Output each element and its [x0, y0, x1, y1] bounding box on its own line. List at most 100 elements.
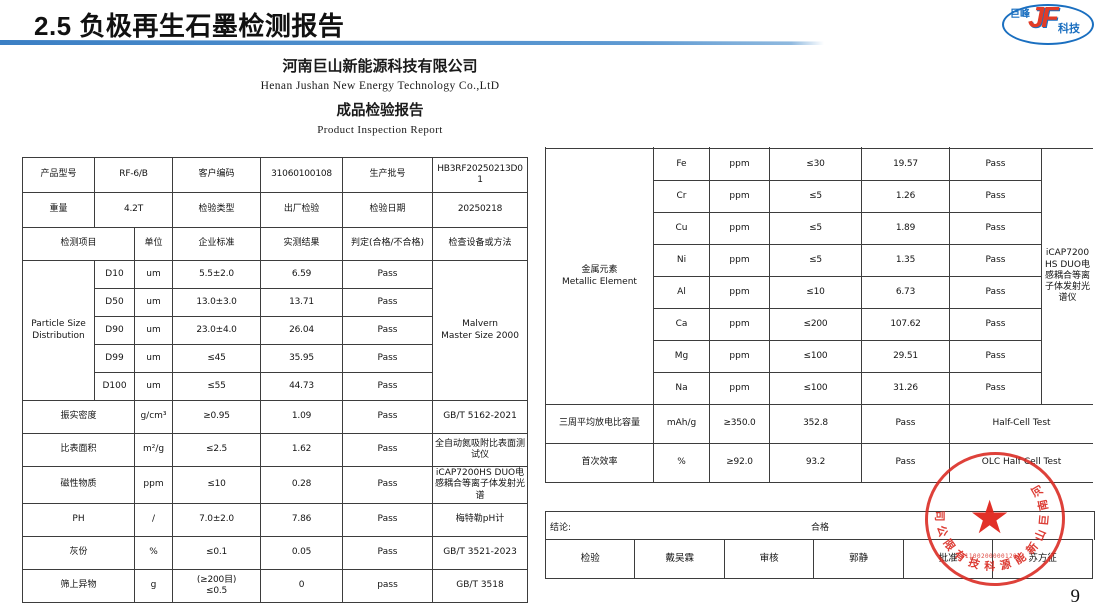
measure-result: 1.09	[260, 400, 344, 434]
logo-text-left: 巨峰	[1010, 9, 1030, 20]
inspection-table-right-viewport: ≤0.0金属元素Metallic ElementFeppm≤3019.57Pas…	[545, 147, 1093, 587]
measure-row: 灰份% ≤0.1 0.05 Pass GB/T 3521-2023	[22, 535, 529, 570]
psd-result: 26.04	[260, 316, 344, 345]
measure-judge: Pass	[342, 535, 434, 570]
metal-unit: ppm	[709, 276, 770, 309]
col-header-unit: 单位	[133, 227, 174, 261]
signature-table: 检验 戴吴霖 审核 郭静 批准 苏方征	[544, 539, 1093, 579]
perf-result: 93.2	[769, 443, 862, 483]
measure-unit: g	[133, 568, 174, 603]
measure-standard: ≤0.1	[172, 535, 262, 570]
psd-standard: 13.0±3.0	[172, 288, 262, 317]
sign-person-name: 苏方征	[992, 539, 1093, 579]
info-value: HB3RF20250213D01	[432, 157, 529, 193]
metal-judge: Pass	[949, 308, 1042, 341]
measure-judge: Pass	[342, 433, 434, 467]
measure-item: PH	[22, 502, 135, 537]
info-key: 客户编码	[172, 157, 262, 193]
psd-item-name: D90	[94, 316, 135, 345]
page-number: 9	[1070, 586, 1081, 607]
info-value: 31060100108	[260, 157, 344, 193]
measure-device: 全自动氮吸附比表面测试仪	[432, 433, 529, 467]
measure-standard: 7.0±2.0	[172, 502, 262, 537]
measure-judge: pass	[342, 568, 434, 603]
col-header-result: 实测结果	[260, 227, 344, 261]
psd-unit: um	[133, 372, 174, 401]
measure-unit: /	[133, 502, 174, 537]
measure-judge: Pass	[342, 400, 434, 434]
performance-row: 首次效率% ≥92.0 93.2 Pass OLC Half Cell Test	[545, 443, 1093, 483]
metal-unit: ppm	[709, 244, 770, 277]
metal-standard: ≤30	[769, 148, 862, 181]
measure-unit: %	[133, 535, 174, 570]
info-row: 重量 4.2T 检验类型 出厂检验 检验日期 20250218	[22, 192, 529, 228]
metal-row: Mg ppm ≤100 29.51 Pass	[546, 340, 1094, 373]
conclusion-label: 结论:	[550, 522, 572, 533]
psd-judge: Pass	[342, 288, 434, 317]
metal-standard: ≤100	[769, 372, 862, 405]
report-title-cn: 成品检验报告	[336, 102, 424, 119]
title-divider	[0, 40, 824, 45]
psd-row: D100 um ≤55 44.73 Pass	[23, 372, 528, 401]
metal-result: 31.26	[861, 372, 950, 405]
psd-standard: ≤45	[172, 344, 262, 373]
info-key: 生产批号	[342, 157, 434, 193]
report-title-en: Product Inspection Report	[317, 124, 443, 137]
measure-standard: (≥200目) ≤0.5	[172, 568, 262, 603]
logo-initials: JF	[1028, 2, 1059, 34]
perf-unit: mAh/g	[653, 404, 710, 444]
info-key: 检验日期	[342, 192, 434, 228]
info-key: 检验类型	[172, 192, 262, 228]
metal-element: Na	[653, 372, 710, 405]
metal-unit: ppm	[709, 180, 770, 213]
info-row: 产品型号 RF-6/B 客户编码 31060100108 生产批号 HB3RF202502…	[22, 157, 529, 193]
measure-item: 磁性物质	[22, 466, 135, 504]
inspection-table-left: 产品型号 RF-6/B 客户编码 31060100108 生产批号 HB3RF202502…	[22, 157, 529, 603]
performance-row: 三周平均放电比容量 mAh/g ≥350.0 352.8 Pass Half-Cell T…	[545, 404, 1093, 444]
psd-judge: Pass	[342, 372, 434, 401]
metal-standard: ≤200	[769, 308, 862, 341]
measure-result: 0	[260, 568, 344, 603]
info-value: RF-6/B	[93, 157, 174, 193]
measure-row: 筛上异物 g (≥200目) ≤0.5 0 pass GB/T 3518	[22, 568, 529, 603]
psd-unit: um	[133, 316, 174, 345]
info-value: 出厂检验	[260, 192, 344, 228]
metal-result: 107.62	[861, 308, 950, 341]
psd-row: D99 um ≤45 35.95 Pass	[23, 344, 528, 373]
logo-ring-icon	[1002, 4, 1094, 45]
measure-result: 1.62	[260, 433, 344, 467]
metal-judge: Pass	[949, 180, 1042, 213]
measure-device: 梅特勒pH计	[432, 502, 529, 537]
metal-result: 1.35	[861, 244, 950, 277]
measure-row: PH/7.0±2.0 7.86 Pass 梅特勒pH计	[22, 502, 529, 537]
metal-device: iCAP7200HS DUO电感耦合等离子体发射光谱仪	[1041, 148, 1093, 405]
metal-standard: ≤5	[769, 212, 862, 245]
metal-judge: Pass	[949, 244, 1042, 277]
psd-result: 44.73	[260, 372, 344, 401]
col-header-standard: 企业标准	[172, 227, 262, 261]
metal-judge: Pass	[949, 276, 1042, 309]
metal-row: Na ppm ≤100 31.26 Pass	[546, 372, 1094, 405]
psd-row: D90 um 23.0±4.0 26.04 Pass	[23, 316, 528, 345]
measure-result: 0.05	[260, 535, 344, 570]
measure-standard: ≥0.95	[172, 400, 262, 434]
psd-result: 13.71	[260, 288, 344, 317]
metal-result: 6.73	[861, 276, 950, 309]
metal-element: Ni	[653, 244, 710, 277]
metal-standard: ≤5	[769, 244, 862, 277]
company-header-block: 河南巨山新能源科技有限公司 Henan Jushan New Energy Te…	[170, 56, 590, 141]
metal-result: 19.57	[861, 148, 950, 181]
metal-row: Ni ppm ≤5 1.35 Pass	[546, 244, 1094, 277]
measure-device: GB/T 3521-2023	[432, 535, 529, 570]
psd-row: D50 um 13.0±3.0 13.71 Pass	[23, 288, 528, 317]
info-key: 重量	[22, 192, 95, 228]
metal-standard: ≤5	[769, 180, 862, 213]
perf-device: OLC Half Cell Test	[949, 443, 1093, 483]
perf-unit: %	[653, 443, 710, 483]
psd-judge: Pass	[342, 260, 434, 289]
metal-element: Fe	[653, 148, 710, 181]
psd-item-name: D50	[94, 288, 135, 317]
measure-result: 0.28	[260, 466, 344, 504]
psd-unit: um	[133, 260, 174, 289]
metal-judge: Pass	[949, 340, 1042, 373]
